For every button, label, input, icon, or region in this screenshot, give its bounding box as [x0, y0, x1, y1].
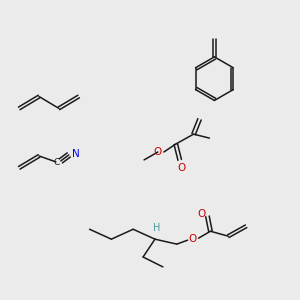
- Text: O: O: [197, 209, 206, 219]
- Text: O: O: [154, 147, 162, 157]
- Text: N: N: [72, 149, 80, 159]
- Text: H: H: [153, 223, 161, 233]
- Text: O: O: [178, 163, 186, 173]
- Text: O: O: [188, 234, 197, 244]
- Text: C: C: [54, 158, 60, 167]
